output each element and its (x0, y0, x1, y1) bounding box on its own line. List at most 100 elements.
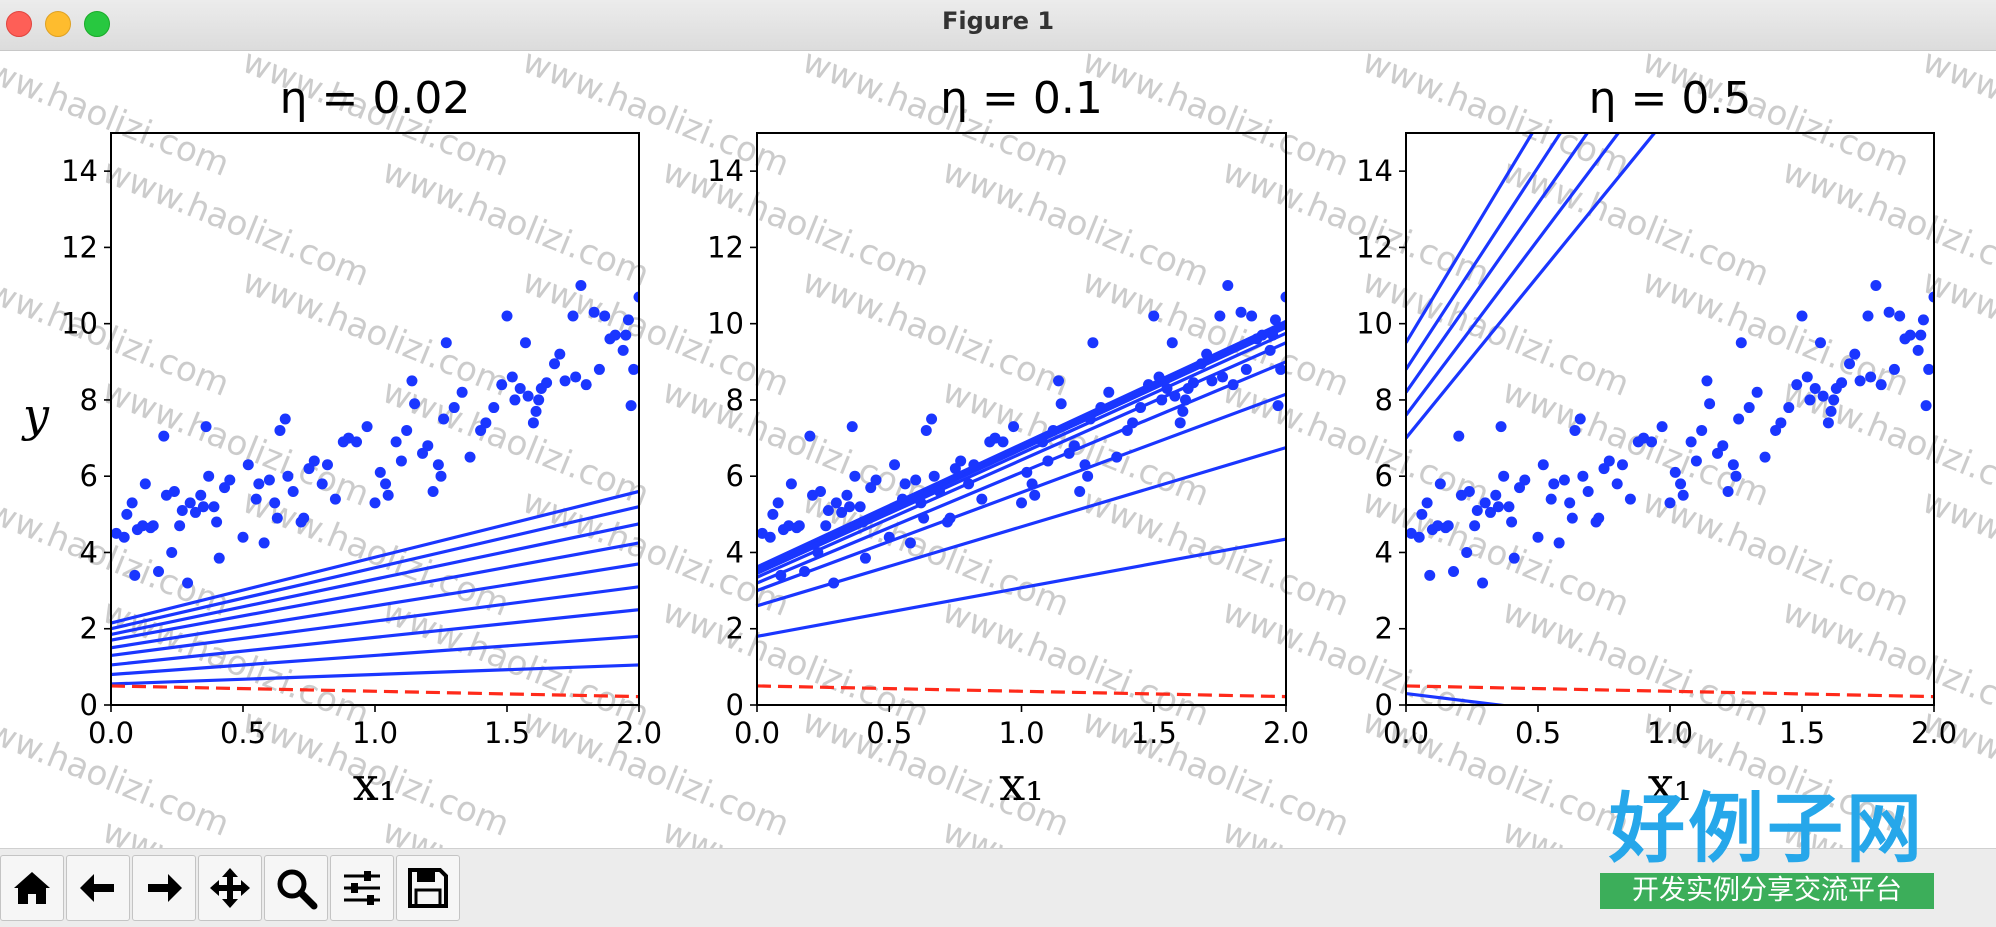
data-point (1836, 377, 1848, 389)
data-point (530, 405, 542, 417)
data-point (1616, 459, 1628, 471)
floppy-disk-icon (408, 868, 448, 908)
data-point (1469, 520, 1481, 532)
data-point (814, 485, 826, 497)
data-point (242, 459, 254, 471)
data-point (580, 379, 592, 391)
data-point (785, 478, 797, 490)
data-point (1809, 382, 1821, 394)
data-point (1177, 405, 1189, 417)
data-point (609, 329, 621, 341)
prediction-line (757, 360, 1286, 585)
data-point (1558, 474, 1570, 486)
data-point (1822, 417, 1834, 429)
save-button[interactable] (396, 855, 460, 921)
figure-canvas[interactable]: www.haolizi.com www.haolizi.com www.haoliz… (0, 50, 1996, 848)
watermark-text: www.haolizi.com (377, 151, 655, 294)
magnifier-icon (277, 869, 318, 910)
data-point (1574, 413, 1586, 425)
data-point (1696, 424, 1708, 436)
watermark-text: www.haolizi.com (1217, 811, 1495, 848)
data-point (1424, 569, 1436, 581)
data-point (361, 421, 373, 433)
prediction-line (111, 663, 639, 686)
data-point (182, 577, 194, 589)
data-point (1074, 485, 1086, 497)
watermark-text: www.haolizi.com (377, 811, 655, 848)
x-tick-label: 0.0 (1383, 716, 1429, 750)
zoom-window-button[interactable] (84, 11, 110, 37)
watermark-text: www.haolizi.com (1077, 701, 1355, 844)
watermark-text: www.haolizi.com (97, 371, 375, 514)
data-point (1862, 310, 1874, 322)
data-point (772, 497, 784, 509)
data-point (1490, 489, 1502, 501)
data-point (1217, 371, 1229, 383)
watermark-text: www.haolizi.com (97, 811, 375, 848)
data-point (1269, 314, 1281, 326)
data-point (1087, 337, 1099, 349)
watermark-text: www.haolizi.com (1217, 371, 1495, 514)
zoom-button[interactable] (264, 855, 328, 921)
data-point (804, 430, 816, 442)
data-point (1240, 363, 1252, 375)
configure-subplots-button[interactable] (330, 855, 394, 921)
y-tick-label: 4 (726, 535, 744, 569)
data-point (1904, 329, 1916, 341)
data-point (1082, 470, 1094, 482)
data-point (369, 497, 381, 509)
data-point (435, 470, 447, 482)
x-tick-label: 2.0 (616, 716, 662, 750)
data-point (203, 470, 215, 482)
data-point (1685, 436, 1697, 448)
data-point (617, 344, 629, 356)
watermark-text: www.haolizi.com (1497, 591, 1775, 734)
data-point (395, 455, 407, 467)
data-point (253, 478, 265, 490)
x-tick-label: 0.0 (88, 716, 134, 750)
pan-button[interactable] (198, 855, 262, 921)
data-point (955, 455, 967, 467)
subplot-title: η = 0.1 (940, 73, 1103, 124)
y-tick-label: 6 (1375, 459, 1393, 493)
data-point (822, 505, 834, 517)
data-point (1214, 310, 1226, 322)
data-point (263, 474, 275, 486)
data-point (1730, 470, 1742, 482)
close-window-button[interactable] (6, 11, 32, 37)
data-point (456, 386, 468, 398)
data-point (767, 508, 779, 520)
data-point (593, 363, 605, 375)
data-point (271, 512, 283, 524)
data-point (1484, 506, 1496, 518)
prediction-line (757, 331, 1286, 575)
forward-button[interactable] (132, 855, 196, 921)
x-tick-label: 1.5 (1779, 716, 1825, 750)
x-tick-label: 0.5 (220, 716, 266, 750)
y-tick-label: 2 (1375, 612, 1393, 646)
x-tick-label: 1.0 (352, 716, 398, 750)
plot-area (111, 280, 639, 699)
data-point (496, 379, 508, 391)
watermark-text: www.haolizi.com (517, 261, 795, 404)
data-point (1888, 363, 1900, 375)
watermark-text: www.haolizi.com (1917, 261, 1996, 404)
watermark-text: www.haolizi.com (937, 591, 1215, 734)
minimize-window-button[interactable] (45, 11, 71, 37)
data-point (211, 516, 223, 528)
data-point (1471, 505, 1483, 517)
data-point (1008, 421, 1020, 433)
data-point (1920, 400, 1932, 412)
data-point (1603, 455, 1615, 467)
data-point (1917, 314, 1929, 326)
data-point (1865, 371, 1877, 383)
data-point (1103, 386, 1115, 398)
back-button[interactable] (66, 855, 130, 921)
data-point (168, 485, 180, 497)
data-point (910, 474, 922, 486)
y-tick-label: 0 (1375, 688, 1393, 722)
data-point (1801, 371, 1813, 383)
data-point (1870, 280, 1882, 292)
data-point (1915, 329, 1927, 341)
home-button[interactable] (0, 855, 64, 921)
